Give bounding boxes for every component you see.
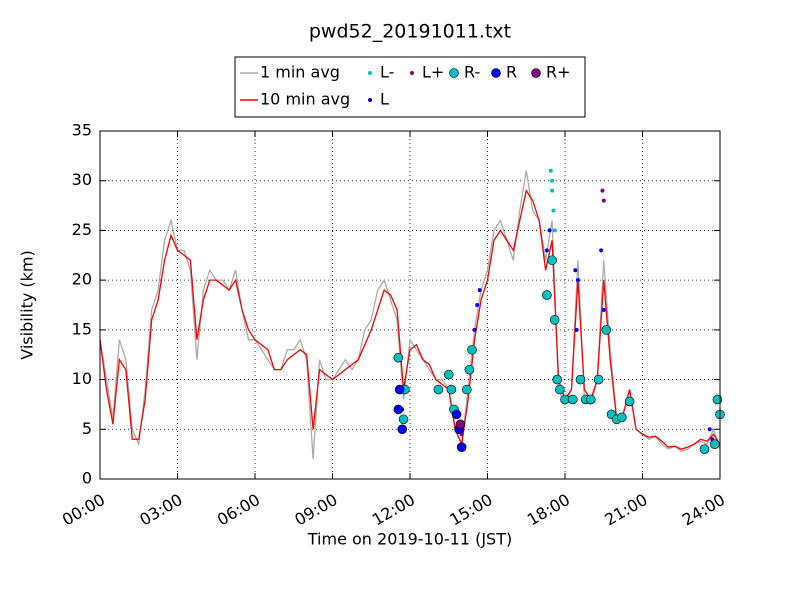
scatter-point xyxy=(393,404,404,415)
scatter-point xyxy=(393,352,404,363)
y-axis-label: Visibility (km) xyxy=(18,250,37,359)
legend-label: 1 min avg xyxy=(260,63,340,82)
scatter-point xyxy=(552,374,563,385)
legend-label: R- xyxy=(464,63,480,82)
scatter-point xyxy=(575,374,586,385)
scatter-point xyxy=(593,374,604,385)
scatter-point xyxy=(475,303,480,307)
scatter-point xyxy=(601,198,606,203)
scatter-point xyxy=(552,228,557,233)
x-axis-label: Time on 2019-10-11 (JST) xyxy=(307,530,512,549)
legend-swatch xyxy=(368,71,372,75)
scatter-point xyxy=(574,327,579,332)
scatter-point xyxy=(446,384,457,395)
legend-swatch xyxy=(410,71,414,75)
legend-label: L xyxy=(380,90,389,109)
y-tick-label: 20 xyxy=(72,270,92,289)
scatter-point xyxy=(547,228,552,233)
plot-frame xyxy=(99,130,721,480)
scatter-point xyxy=(599,248,604,253)
scatter-point xyxy=(456,442,467,452)
scatter-point xyxy=(699,444,710,454)
scatter-point xyxy=(551,208,556,213)
y-tick-label: 30 xyxy=(72,170,92,189)
scatter-point xyxy=(542,290,552,300)
scatter-point xyxy=(398,414,409,425)
scatter-point xyxy=(397,424,408,435)
legend-label: 10 min avg xyxy=(260,90,350,109)
scatter-point xyxy=(573,268,578,273)
legend-label: R+ xyxy=(546,63,571,82)
scatter-point xyxy=(433,384,444,395)
scatter-point xyxy=(601,307,606,312)
scatter-point xyxy=(624,396,635,407)
scatter-point xyxy=(601,325,612,335)
scatter-point xyxy=(451,409,462,420)
y-tick-label: 5 xyxy=(82,419,92,438)
scatter-point xyxy=(464,364,475,375)
scatter-point xyxy=(549,315,560,325)
scatter-point xyxy=(567,394,578,405)
scatter-point xyxy=(710,439,720,450)
legend-swatch xyxy=(368,98,372,102)
scatter-point xyxy=(548,168,553,173)
legend-label: R xyxy=(506,63,517,82)
scatter-point xyxy=(707,427,712,432)
y-tick-label: 0 xyxy=(82,469,92,488)
y-tick-label: 10 xyxy=(72,369,92,388)
legend-label: L- xyxy=(380,63,394,82)
scatter-point xyxy=(600,188,605,193)
legend-swatch xyxy=(449,68,459,78)
legend-box xyxy=(234,56,586,118)
scatter-point xyxy=(472,327,477,332)
scatter-point xyxy=(477,288,482,293)
y-tick-label: 35 xyxy=(72,121,92,140)
legend-label: L+ xyxy=(422,63,444,82)
scatter-point xyxy=(712,394,723,405)
legend-swatch xyxy=(531,68,541,78)
scatter-point xyxy=(555,384,565,395)
scatter-point xyxy=(617,412,627,423)
scatter-point xyxy=(550,178,555,183)
scatter-point xyxy=(586,394,596,405)
scatter-point xyxy=(547,255,557,266)
scatter-point xyxy=(544,248,549,253)
scatter-point xyxy=(462,384,472,395)
y-tick-label: 15 xyxy=(72,319,92,338)
y-tick-label: 25 xyxy=(72,220,92,239)
scatter-point xyxy=(455,419,466,430)
scatter-point xyxy=(467,344,477,355)
legend-swatch xyxy=(491,68,501,78)
scatter-point xyxy=(575,278,580,283)
scatter-point xyxy=(443,369,454,380)
chart-title: pwd52_20191011.txt xyxy=(309,21,511,43)
scatter-point xyxy=(550,188,555,193)
scatter-point xyxy=(394,384,405,395)
